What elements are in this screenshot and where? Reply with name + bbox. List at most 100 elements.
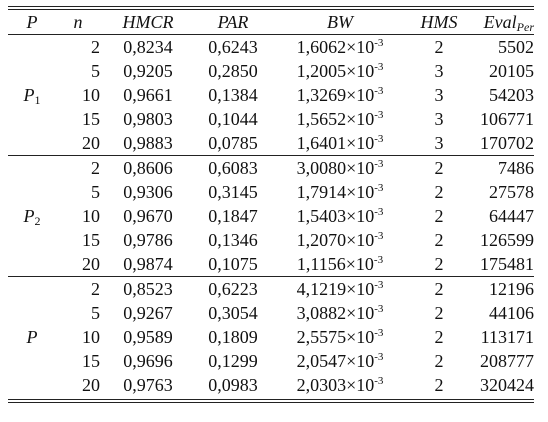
cell-hms: 2 xyxy=(434,351,444,371)
cell-eval: 64447 xyxy=(489,206,534,226)
cell-eval: 170702 xyxy=(480,133,534,153)
cell-n: 10 xyxy=(82,206,100,226)
group-label: P1 xyxy=(8,83,56,107)
cell-bw-exponent: -3 xyxy=(374,375,384,387)
cell-par: 0,0983 xyxy=(208,375,258,395)
cell-p xyxy=(8,228,56,252)
cell-hms: 2 xyxy=(434,254,444,274)
cell-hmcr: 0,8523 xyxy=(123,279,173,299)
header-p: P xyxy=(26,12,38,32)
table-row: 5 0,9267 0,3054 3,0882×10-3 2 44106 xyxy=(8,301,534,325)
cell-hmcr: 0,9661 xyxy=(123,85,173,105)
cell-hmcr: 0,9696 xyxy=(123,351,173,371)
cell-bw: 1,6401×10-3 xyxy=(270,131,410,155)
cell-bw-exponent: -3 xyxy=(374,351,384,363)
cell-hmcr: 0,8606 xyxy=(123,158,173,178)
cell-n: 2 xyxy=(91,37,100,57)
cell-bw-exponent: -3 xyxy=(374,230,384,242)
header-n: n xyxy=(73,12,83,32)
group-label-subscript: 1 xyxy=(34,93,41,107)
cell-bw-exponent: -3 xyxy=(374,85,384,97)
cell-bw-exponent: -3 xyxy=(374,182,384,194)
cell-bw: 4,1219×10-3 xyxy=(270,277,410,301)
cell-bw-mantissa: 1,5652×10 xyxy=(296,109,375,129)
cell-hms: 2 xyxy=(434,375,444,395)
cell-bw-mantissa: 1,2070×10 xyxy=(296,230,375,250)
cell-eval: 113171 xyxy=(480,327,534,347)
cell-eval: 54203 xyxy=(489,85,534,105)
cell-eval: 175481 xyxy=(480,254,534,274)
cell-hmcr: 0,8234 xyxy=(123,37,173,57)
row-group: P2 2 0,8606 0,6083 3,0080×10-3 2 7486 5 0,9306 0,… xyxy=(8,156,535,276)
cell-bw: 1,1156×10-3 xyxy=(270,252,410,276)
cell-hms: 2 xyxy=(434,279,444,299)
cell-bw: 1,3269×10-3 xyxy=(270,83,410,107)
group-label: P xyxy=(8,325,56,349)
cell-hms: 2 xyxy=(434,303,444,323)
cell-bw-mantissa: 1,6401×10 xyxy=(296,133,375,153)
cell-n: 15 xyxy=(82,109,100,129)
cell-p xyxy=(8,252,56,276)
cell-n: 2 xyxy=(91,158,100,178)
table-row: 5 0,9306 0,3145 1,7914×10-3 2 27578 xyxy=(8,180,534,204)
cell-par: 0,1384 xyxy=(208,85,258,105)
cell-bw-mantissa: 4,1219×10 xyxy=(296,279,375,299)
cell-bw-mantissa: 2,5575×10 xyxy=(296,327,375,347)
table-row: 10 0,9589 0,1809 2,5575×10-3 2 113171 xyxy=(8,325,534,349)
cell-hms: 2 xyxy=(434,206,444,226)
cell-par: 0,6243 xyxy=(208,37,258,57)
cell-p xyxy=(8,131,56,155)
cell-hmcr: 0,9874 xyxy=(123,254,173,274)
cell-bw: 1,2005×10-3 xyxy=(270,59,410,83)
cell-bw: 2,0547×10-3 xyxy=(270,349,410,373)
cell-par: 0,1346 xyxy=(208,230,258,250)
table-row: 10 0,9661 0,1384 1,3269×10-3 3 54203 xyxy=(8,83,534,107)
header-eval-label: Eval xyxy=(483,12,517,32)
group-label-text: P xyxy=(23,85,35,105)
cell-eval: 12196 xyxy=(489,279,534,299)
cell-n: 20 xyxy=(82,375,100,395)
group-label-subscript: 2 xyxy=(34,214,41,228)
results-table: P n HMCR PAR BW HMS EvalPer P1 2 0,8234 0,6… xyxy=(8,6,534,403)
row-group: P 2 0,8523 0,6223 4,1219×10-3 2 12196 5 0,9267 0,… xyxy=(8,277,535,397)
cell-par: 0,3145 xyxy=(208,182,258,202)
cell-n: 5 xyxy=(91,303,100,323)
cell-bw-exponent: -3 xyxy=(374,61,384,73)
cell-bw-mantissa: 3,0080×10 xyxy=(296,158,375,178)
header-hms: HMS xyxy=(420,12,458,32)
cell-n: 20 xyxy=(82,133,100,153)
cell-n: 15 xyxy=(82,230,100,250)
cell-bw: 1,5403×10-3 xyxy=(270,204,410,228)
cell-bw-mantissa: 1,6062×10 xyxy=(296,37,375,57)
group-label-text: P xyxy=(26,327,38,347)
cell-n: 5 xyxy=(91,182,100,202)
cell-hmcr: 0,9267 xyxy=(123,303,173,323)
cell-hmcr: 0,9205 xyxy=(123,61,173,81)
cell-bw: 1,2070×10-3 xyxy=(270,228,410,252)
cell-bw-mantissa: 1,2005×10 xyxy=(296,61,375,81)
cell-bw-mantissa: 2,0547×10 xyxy=(296,351,375,371)
cell-bw-exponent: -3 xyxy=(374,37,384,49)
cell-n: 10 xyxy=(82,327,100,347)
cell-hmcr: 0,9306 xyxy=(123,182,173,202)
cell-hmcr: 0,9763 xyxy=(123,375,173,395)
header-bw: BW xyxy=(327,12,353,32)
cell-hms: 3 xyxy=(434,109,444,129)
group-label-text: P xyxy=(23,206,35,226)
cell-bw-mantissa: 1,3269×10 xyxy=(296,85,375,105)
cell-bw-exponent: -3 xyxy=(374,327,384,339)
cell-bw-exponent: -3 xyxy=(374,133,384,145)
table-row: 20 0,9883 0,0785 1,6401×10-3 3 170702 xyxy=(8,131,534,155)
header-par: PAR xyxy=(217,12,249,32)
cell-par: 0,0785 xyxy=(208,133,258,153)
cell-bw: 3,0882×10-3 xyxy=(270,301,410,325)
cell-eval: 20105 xyxy=(489,61,534,81)
cell-bw: 1,5652×10-3 xyxy=(270,107,410,131)
cell-hms: 3 xyxy=(434,133,444,153)
cell-eval: 44106 xyxy=(489,303,534,323)
table-row: 10 0,9670 0,1847 1,5403×10-3 2 64447 xyxy=(8,204,534,228)
cell-par: 0,1809 xyxy=(208,327,258,347)
cell-eval: 106771 xyxy=(480,109,534,129)
cell-hms: 3 xyxy=(434,85,444,105)
cell-hms: 2 xyxy=(434,158,444,178)
